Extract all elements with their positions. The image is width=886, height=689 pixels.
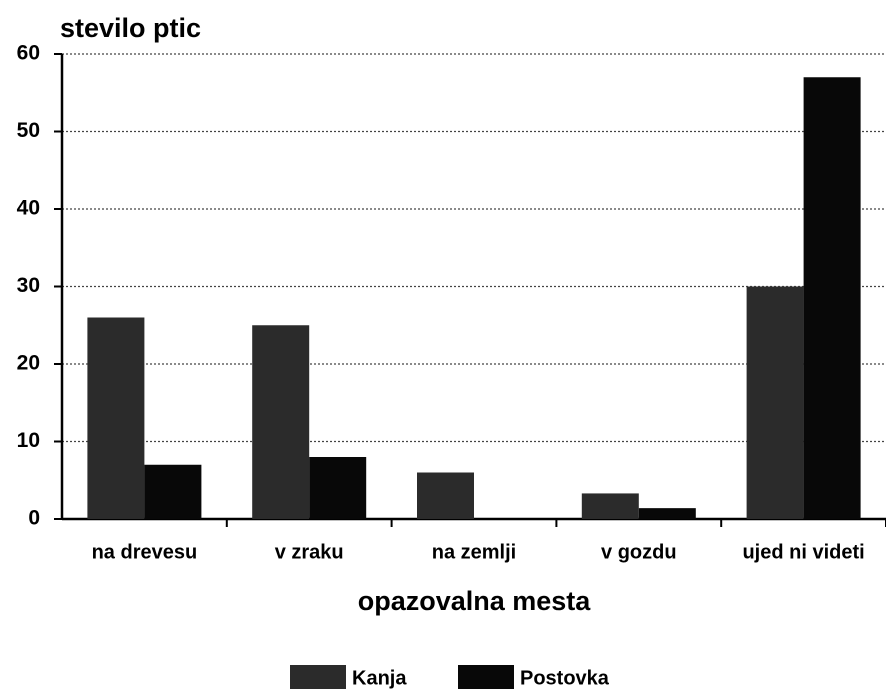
y-tick-label: 50 (17, 119, 40, 142)
bar (417, 472, 474, 519)
legend-label: Kanja (352, 667, 407, 689)
legend-swatch (458, 665, 514, 689)
bar (581, 493, 639, 519)
x-tick-label: v gozdu (601, 541, 677, 563)
bar (803, 77, 861, 519)
y-tick-label: 60 (17, 42, 40, 65)
y-tick-label: 0 (28, 507, 40, 530)
y-tick-label: 20 (17, 352, 40, 375)
x-tick-label: na zemlji (432, 541, 516, 563)
y-tick-label: 10 (17, 429, 40, 452)
y-tick-label: 40 (17, 197, 40, 220)
x-tick-label: na drevesu (92, 541, 198, 563)
chart-title: stevilo ptic (60, 13, 201, 43)
y-tick-label: 30 (17, 274, 40, 297)
x-tick-label: v zraku (275, 541, 344, 563)
bar (87, 317, 145, 519)
legend-swatch (290, 665, 346, 689)
x-tick-label: ujed ni videti (742, 541, 864, 563)
bar (746, 286, 804, 519)
bar (638, 508, 696, 519)
bar (144, 464, 202, 519)
bar (252, 325, 310, 519)
x-axis-label: opazovalna mesta (358, 586, 592, 616)
legend-label: Postovka (520, 667, 610, 689)
bar (309, 457, 367, 519)
